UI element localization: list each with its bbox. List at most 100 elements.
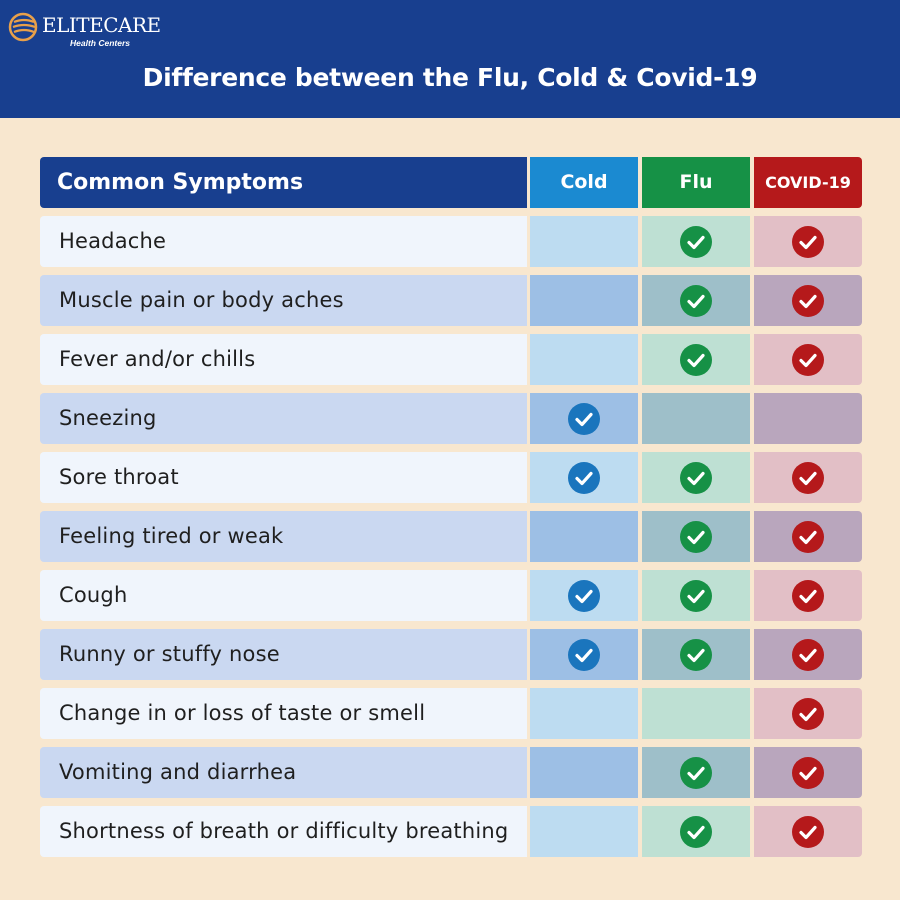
cold-cell [530, 747, 638, 798]
header-symptoms-label: Common Symptoms [57, 170, 304, 195]
cold-check-icon [568, 579, 600, 612]
covid-cell [754, 747, 862, 798]
cold-check-icon [568, 638, 600, 671]
header-flu-label: Flu [679, 171, 713, 193]
logo-swoosh-icon [8, 12, 38, 42]
cold-cell [530, 570, 638, 621]
table-row: Cough [40, 570, 862, 621]
table-row: Change in or loss of taste or smell [40, 688, 862, 739]
covid-cell [754, 806, 862, 857]
cold-check-icon [568, 461, 600, 494]
flu-check-icon [680, 225, 712, 258]
cold-cell [530, 393, 638, 444]
covid-cell [754, 688, 862, 739]
flu-check-icon [680, 638, 712, 671]
symptom-label: Cough [59, 583, 128, 607]
table-row: Runny or stuffy nose [40, 629, 862, 680]
symptom-label: Shortness of breath or difficulty breath… [59, 819, 509, 843]
covid-check-icon [792, 815, 824, 848]
symptom-label: Vomiting and diarrhea [59, 760, 297, 784]
symptom-cell: Sneezing [40, 393, 527, 444]
symptom-label: Change in or loss of taste or smell [59, 701, 426, 725]
covid-cell [754, 275, 862, 326]
symptom-cell: Fever and/or chills [40, 334, 527, 385]
symptom-cell: Cough [40, 570, 527, 621]
cold-cell [530, 629, 638, 680]
symptom-label: Feeling tired or weak [59, 524, 284, 548]
table-row: Feeling tired or weak [40, 511, 862, 562]
symptom-cell: Feeling tired or weak [40, 511, 527, 562]
logo-subtitle: Health Centers [70, 38, 130, 48]
cold-cell [530, 452, 638, 503]
covid-check-icon [792, 284, 824, 317]
cold-cell [530, 511, 638, 562]
table-row: Muscle pain or body aches [40, 275, 862, 326]
symptom-cell: Change in or loss of taste or smell [40, 688, 527, 739]
cold-cell [530, 806, 638, 857]
cold-cell [530, 216, 638, 267]
covid-cell [754, 629, 862, 680]
covid-cell [754, 511, 862, 562]
covid-check-icon [792, 461, 824, 494]
table-row: Vomiting and diarrhea [40, 747, 862, 798]
symptom-label: Headache [59, 229, 167, 253]
covid-check-icon [792, 225, 824, 258]
header-banner: ELITECARE Health Centers Difference betw… [0, 0, 900, 118]
flu-cell [642, 393, 750, 444]
covid-check-icon [792, 579, 824, 612]
page-title: Difference between the Flu, Cold & Covid… [142, 63, 758, 92]
symptom-label: Fever and/or chills [59, 347, 256, 371]
symptom-comparison-table: Common Symptoms Cold Flu COVID-19 Headac… [40, 157, 862, 865]
header-flu-cell: Flu [642, 157, 750, 208]
flu-cell [642, 570, 750, 621]
header-symptoms-cell: Common Symptoms [40, 157, 527, 208]
symptom-label: Muscle pain or body aches [59, 288, 344, 312]
header-covid-label: COVID-19 [765, 173, 851, 192]
table-row: Sneezing [40, 393, 862, 444]
covid-cell [754, 216, 862, 267]
covid-cell [754, 452, 862, 503]
header-covid-cell: COVID-19 [754, 157, 862, 208]
logo: ELITECARE Health Centers [8, 8, 161, 48]
table-row: Fever and/or chills [40, 334, 862, 385]
table-row: Sore throat [40, 452, 862, 503]
covid-check-icon [792, 520, 824, 553]
table-body: Headache Muscle pain or body aches Fever… [40, 216, 862, 857]
flu-check-icon [680, 343, 712, 376]
symptom-cell: Shortness of breath or difficulty breath… [40, 806, 527, 857]
symptom-label: Runny or stuffy nose [59, 642, 280, 666]
cold-check-icon [568, 402, 600, 435]
symptom-cell: Headache [40, 216, 527, 267]
flu-check-icon [680, 284, 712, 317]
flu-check-icon [680, 520, 712, 553]
flu-cell [642, 334, 750, 385]
header-cold-label: Cold [560, 171, 608, 193]
covid-check-icon [792, 343, 824, 376]
covid-check-icon [792, 756, 824, 789]
cold-cell [530, 334, 638, 385]
table-row: Headache [40, 216, 862, 267]
covid-cell [754, 393, 862, 444]
symptom-label: Sore throat [59, 465, 179, 489]
flu-cell [642, 452, 750, 503]
cold-cell [530, 275, 638, 326]
flu-check-icon [680, 579, 712, 612]
flu-check-icon [680, 756, 712, 789]
covid-cell [754, 570, 862, 621]
flu-cell [642, 747, 750, 798]
symptom-label: Sneezing [59, 406, 157, 430]
symptom-cell: Vomiting and diarrhea [40, 747, 527, 798]
flu-cell [642, 806, 750, 857]
table-header-row: Common Symptoms Cold Flu COVID-19 [40, 157, 862, 208]
flu-cell [642, 275, 750, 326]
flu-cell [642, 216, 750, 267]
symptom-cell: Runny or stuffy nose [40, 629, 527, 680]
cold-cell [530, 688, 638, 739]
covid-check-icon [792, 697, 824, 730]
header-cold-cell: Cold [530, 157, 638, 208]
table-row: Shortness of breath or difficulty breath… [40, 806, 862, 857]
flu-check-icon [680, 461, 712, 494]
flu-check-icon [680, 815, 712, 848]
flu-cell [642, 629, 750, 680]
flu-cell [642, 688, 750, 739]
